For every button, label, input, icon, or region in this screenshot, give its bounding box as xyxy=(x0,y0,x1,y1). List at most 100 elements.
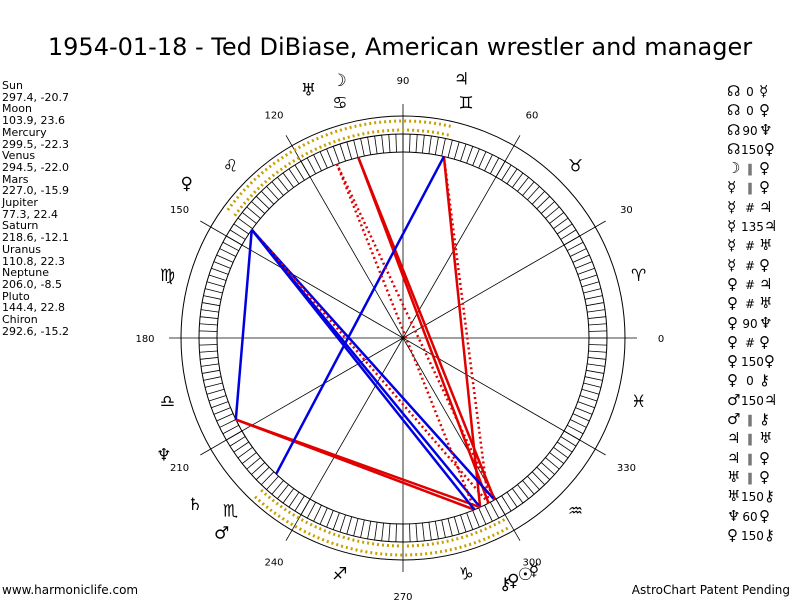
aspect-type: # xyxy=(744,239,756,254)
degree-tick xyxy=(570,248,587,257)
aspect-row: ♆ 60♀ xyxy=(727,507,778,526)
degree-tick xyxy=(346,141,353,160)
degree-tick xyxy=(288,491,300,508)
aspect-line xyxy=(442,156,482,508)
aspect-body-1: ☊ xyxy=(727,120,741,139)
aspect-row: ♀ 90♆ xyxy=(727,314,778,333)
aspect-body-1: ☊ xyxy=(727,139,741,158)
degree-tick xyxy=(211,267,229,275)
degree-tick xyxy=(428,522,432,541)
degree-label: 180 xyxy=(135,334,154,345)
planet-coords: 77.3, 22.4 xyxy=(2,207,58,221)
aspect-type: 135 xyxy=(741,220,764,235)
degree-tick xyxy=(233,441,250,453)
spoke-outer xyxy=(563,220,606,246)
degree-tick xyxy=(294,495,305,512)
degree-tick xyxy=(222,241,239,252)
degree-tick xyxy=(282,172,294,188)
degree-tick xyxy=(360,519,365,538)
spoke-outer xyxy=(495,498,521,541)
aspect-line xyxy=(250,228,496,501)
aspect-type: 60 xyxy=(742,509,758,524)
degree-tick xyxy=(422,522,425,541)
planet-name: Mars xyxy=(2,172,29,186)
degree-tick xyxy=(588,330,607,332)
degree-tick xyxy=(422,135,425,154)
aspect-line xyxy=(335,163,496,501)
aspect-body-2: ♀ xyxy=(759,255,770,274)
planet-coords: 206.0, -8.5 xyxy=(2,277,62,291)
aspect-body-2: ♀ xyxy=(759,506,770,525)
degree-tick xyxy=(587,357,606,360)
degree-tick xyxy=(277,176,289,192)
zodiac-sign-glyph: ♐ xyxy=(332,565,347,585)
degree-tick xyxy=(587,316,606,319)
degree-tick xyxy=(271,181,284,196)
degree-tick xyxy=(428,135,432,154)
planet-positions-list: Sun 297.4, -20.7 Moon 103.9, 23.6 Mercury 299… xyxy=(2,80,69,337)
aspect-body-1: ☿ xyxy=(727,236,737,255)
degree-tick xyxy=(506,168,518,185)
planet-name: Moon xyxy=(2,102,32,116)
degree-tick xyxy=(575,261,593,269)
planet-glyph: ♅ xyxy=(301,80,316,100)
degree-tick xyxy=(204,288,223,294)
degree-tick xyxy=(206,388,225,395)
spoke-line xyxy=(241,244,404,339)
zodiac-sign-glyph: ♈ xyxy=(631,266,646,286)
degree-tick xyxy=(208,395,227,402)
degree-tick xyxy=(200,316,219,319)
degree-tick xyxy=(540,201,555,214)
degree-tick xyxy=(211,401,229,409)
aspect-body-2: ⚷ xyxy=(763,487,775,506)
degree-tick xyxy=(453,141,460,160)
degree-tick xyxy=(332,512,340,530)
aspect-type: 0 xyxy=(746,374,754,389)
degree-tick xyxy=(261,190,275,205)
degree-tick xyxy=(313,505,322,522)
aspect-body-2: ⚷ xyxy=(759,410,770,429)
planet-glyph: ♄ xyxy=(187,495,202,515)
aspect-type: 0 xyxy=(746,104,754,119)
degree-tick xyxy=(501,495,512,512)
degree-tick xyxy=(206,281,225,288)
aspect-row: ♅150⚷ xyxy=(727,487,778,506)
degree-tick xyxy=(388,523,391,542)
degree-tick xyxy=(517,176,529,192)
planet-name: Uranus xyxy=(2,242,41,256)
aspect-line xyxy=(357,156,496,501)
spoke-outer xyxy=(285,498,311,541)
aspect-body-2: ♀ xyxy=(759,467,770,486)
degree-tick xyxy=(453,516,460,535)
degree-tick xyxy=(478,507,487,525)
degree-label: 210 xyxy=(170,463,189,474)
spoke-outer xyxy=(285,135,311,178)
aspect-row: ☊ 0 ☿ xyxy=(727,82,778,101)
aspect-body-1: ♅ xyxy=(727,467,741,486)
degree-tick xyxy=(536,196,551,210)
degree-tick xyxy=(472,148,480,166)
aspect-row: ☊150♀ xyxy=(727,140,778,159)
degree-tick xyxy=(434,521,439,539)
aspect-body-1: ♆ xyxy=(727,506,741,525)
planet-name: Saturn xyxy=(2,219,39,233)
aspect-body-1: ☊ xyxy=(727,101,741,120)
planet-coords: 110.8, 22.3 xyxy=(2,254,65,268)
degree-label: 0 xyxy=(658,334,664,345)
aspect-row: ♅ ∥ ♀ xyxy=(727,468,778,487)
aspect-row: ☽ ∥ ♀ xyxy=(727,159,778,178)
aspect-body-1: ♃ xyxy=(727,448,741,467)
degree-tick xyxy=(213,407,231,415)
degree-tick xyxy=(484,154,493,171)
aspect-body-1: ♀ xyxy=(727,313,738,332)
planet-name: Pluto xyxy=(2,289,30,303)
degree-tick xyxy=(549,452,565,464)
degree-label: 300 xyxy=(522,557,541,568)
footer-website[interactable]: www.harmoniclife.com xyxy=(2,583,139,597)
degree-tick xyxy=(251,462,266,475)
aspect-row: ☿ # ♃ xyxy=(727,198,778,217)
degree-tick xyxy=(294,164,305,181)
zodiac-sign-glyph: ♉ xyxy=(568,156,583,176)
zodiac-sign-glyph: ♊ xyxy=(459,93,474,113)
degree-tick xyxy=(588,350,607,353)
